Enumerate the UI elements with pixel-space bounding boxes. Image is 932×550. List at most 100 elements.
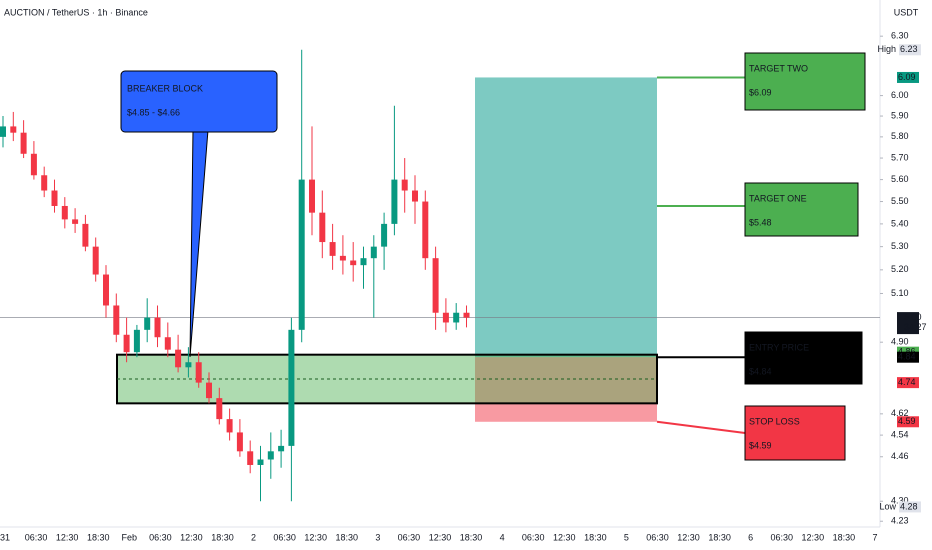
candle-body xyxy=(412,190,418,202)
level-box xyxy=(744,182,859,237)
x-tick-label: 18:30 xyxy=(833,532,856,542)
callout-range: $4.85 - $4.66 xyxy=(127,107,180,117)
candle-body xyxy=(422,201,429,259)
candle-body xyxy=(20,132,27,154)
level-title: TARGET ONE xyxy=(749,193,807,203)
x-tick-label: 12:30 xyxy=(553,532,576,542)
callout-box xyxy=(120,70,278,133)
x-tick-label: 06:30 xyxy=(398,532,421,542)
price-tag xyxy=(897,312,919,335)
x-tick-label: 6 xyxy=(748,532,753,542)
callout-title: BREAKER BLOCK xyxy=(127,83,203,93)
y-tick-label: 5.20 xyxy=(891,264,909,274)
x-tick-label: 18:30 xyxy=(87,532,110,542)
candle-body xyxy=(319,212,326,243)
candle-body xyxy=(113,305,120,335)
x-tick-label: 06:30 xyxy=(149,532,172,542)
candle-body xyxy=(350,260,357,266)
candle-body xyxy=(133,329,140,353)
y-tick-label: 5.10 xyxy=(891,288,909,298)
x-tick-label: 31 xyxy=(0,532,10,542)
x-tick-label: 18:30 xyxy=(211,532,234,542)
x-tick-label: 3 xyxy=(375,532,380,542)
price-tag xyxy=(899,44,921,56)
candle-body xyxy=(72,219,79,224)
candle-body xyxy=(206,382,212,399)
target-zone xyxy=(475,77,657,358)
candle-body xyxy=(257,459,264,465)
price-tag-label: 5.00 xyxy=(904,312,922,322)
y-tick-label: 6.30 xyxy=(891,31,909,41)
candle-body xyxy=(61,205,68,220)
candle-body xyxy=(195,362,202,383)
level-price: $4.59 xyxy=(749,440,772,450)
candle-body xyxy=(360,258,367,266)
y-tick-label: 4.30 xyxy=(891,496,909,506)
x-tick-label: 06:30 xyxy=(770,532,793,542)
candle-body xyxy=(370,246,377,259)
price-tag-label: 4.74 xyxy=(898,377,916,387)
x-tick-label: 12:30 xyxy=(56,532,79,542)
x-tick-label: 2 xyxy=(251,532,256,542)
level-title: STOP LOSS xyxy=(749,416,800,426)
level-price: $4.84 xyxy=(749,366,772,376)
candle-body xyxy=(442,312,449,323)
candle-body xyxy=(154,317,161,338)
x-tick-label: 06:30 xyxy=(522,532,545,542)
candle-body xyxy=(381,223,388,247)
x-tick-label: 12:30 xyxy=(677,532,700,542)
level-title: TARGET TWO xyxy=(749,63,808,73)
x-tick-label: 12:30 xyxy=(802,532,825,542)
candle-body xyxy=(164,337,171,350)
y-tick-label: 5.60 xyxy=(891,174,909,184)
level-box xyxy=(744,52,866,111)
x-tick-label: 5 xyxy=(624,532,629,542)
currency: USDT xyxy=(894,7,919,17)
candle-body xyxy=(453,312,460,323)
x-tick-label: 7 xyxy=(872,532,877,542)
y-tick-label: 4.54 xyxy=(891,429,909,439)
level-price: $5.48 xyxy=(749,217,772,227)
candle-body xyxy=(247,451,254,465)
price-tag-name: High xyxy=(877,44,896,54)
y-tick-label: 5.90 xyxy=(891,110,909,120)
candle-body xyxy=(432,258,439,313)
level-box xyxy=(744,405,846,461)
candle-body xyxy=(41,175,48,191)
x-tick-label: Feb xyxy=(122,532,138,542)
candle-body xyxy=(391,179,398,224)
y-tick-label: 6.00 xyxy=(891,90,909,100)
candle-body xyxy=(216,398,223,420)
price-tag-label: 4.28 xyxy=(900,501,918,511)
x-tick-label: 06:30 xyxy=(646,532,669,542)
price-tag-name: Low xyxy=(879,501,896,511)
candle-body xyxy=(298,179,305,330)
chart-title: AUCTION / TetherUS · 1h · Binance xyxy=(4,7,148,17)
candle-body xyxy=(144,317,151,330)
candle-body xyxy=(92,246,99,275)
x-tick-label: 4 xyxy=(500,532,505,542)
y-tick-label: 4.62 xyxy=(891,408,909,418)
level-title: ENTRY PRICE xyxy=(749,342,809,352)
candle-body xyxy=(463,312,470,318)
x-tick-label: 06:30 xyxy=(25,532,48,542)
x-tick-label: 12:30 xyxy=(429,532,452,542)
price-tag-label: 6.23 xyxy=(900,44,918,54)
stop-zone xyxy=(475,357,657,422)
x-tick-label: 12:30 xyxy=(304,532,327,542)
candle-body xyxy=(30,153,37,176)
y-tick-label: 5.70 xyxy=(891,152,909,162)
candle-body xyxy=(0,126,6,137)
price-tag-label: 6.09 xyxy=(898,72,916,82)
y-tick-label: 4.46 xyxy=(891,451,909,461)
candle-body xyxy=(278,445,285,452)
x-tick-label: 12:30 xyxy=(180,532,203,542)
price-tag xyxy=(897,71,919,83)
y-tick-label: 4.23 xyxy=(891,516,909,526)
price-tag-label: 4.84 xyxy=(898,352,916,362)
x-tick-label: 18:30 xyxy=(584,532,607,542)
level-line xyxy=(656,420,746,434)
y-tick-label: 5.80 xyxy=(891,131,909,141)
candle-body xyxy=(175,349,182,368)
